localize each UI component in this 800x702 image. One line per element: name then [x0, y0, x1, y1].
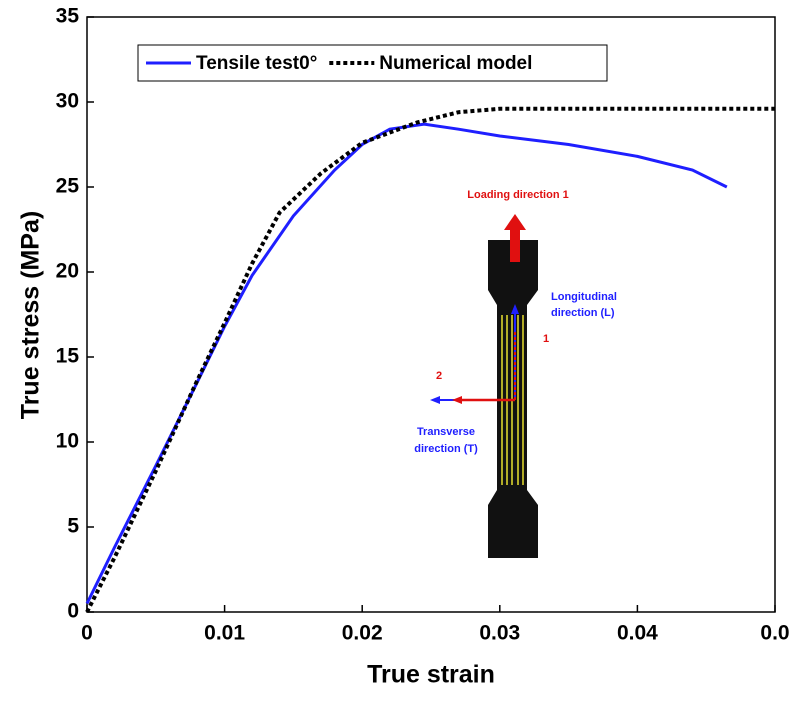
- inset-specimen: Loading direction 1 Longitudinal directi…: [414, 189, 617, 558]
- axis2-arrow-head: [452, 396, 462, 404]
- trans-arrow-head: [430, 396, 440, 404]
- y-tick-label: 30: [56, 90, 79, 113]
- annotation: 1: [543, 333, 549, 345]
- series-line: [85, 106, 775, 613]
- x-tick-label: 0.03: [479, 622, 520, 645]
- x-tick-label: 0.01: [204, 622, 245, 645]
- annotation: 2: [436, 370, 442, 382]
- y-tick-label: 25: [56, 175, 80, 198]
- load-arrow: [510, 228, 520, 262]
- y-tick-label: 10: [56, 430, 79, 453]
- plot-frame: [86, 16, 776, 613]
- x-tick-label: 0.04: [617, 622, 658, 645]
- legend-label: Tensile test0°: [196, 53, 317, 74]
- annotation: Transverse: [417, 426, 475, 438]
- load-arrow-head: [504, 214, 526, 230]
- x-tick-label: 0: [81, 622, 93, 645]
- y-tick-label: 0: [67, 600, 79, 623]
- y-tick-label: 20: [56, 260, 79, 283]
- annotation: Loading direction 1: [467, 189, 568, 201]
- annotation: direction (L): [551, 307, 615, 319]
- annotation: direction (T): [414, 443, 478, 455]
- y-tick-label: 5: [67, 515, 79, 538]
- legend-label: Numerical model: [379, 53, 532, 74]
- series-line: [85, 122, 728, 605]
- x-tick-label: 0.02: [342, 622, 383, 645]
- x-tick-label: 0.0: [760, 622, 789, 645]
- long-arrow-head: [511, 304, 519, 314]
- y-tick-label: 35: [56, 5, 80, 28]
- y-tick-label: 15: [56, 345, 80, 368]
- x-axis-label: True strain: [367, 661, 495, 689]
- annotation: Longitudinal: [551, 291, 617, 303]
- y-axis-label: True stress (MPa): [17, 211, 45, 419]
